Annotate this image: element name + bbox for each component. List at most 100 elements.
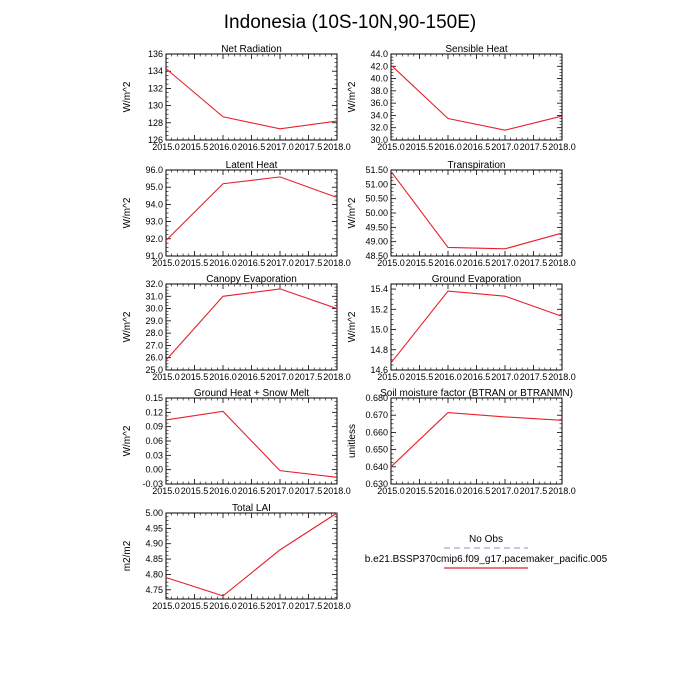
x-tick-label: 2017.5 (295, 372, 323, 382)
x-tick-label: 2016.0 (434, 372, 462, 382)
y-tick-label: 15.2 (370, 304, 388, 314)
y-tick-label: 0.640 (365, 462, 388, 472)
x-tick-label: 2018.0 (548, 142, 576, 152)
y-tick-label: 130 (148, 101, 163, 111)
series-line (165, 410, 338, 478)
x-tick-label: 2018.0 (548, 258, 576, 268)
panel-title: Ground Evaporation (432, 274, 522, 285)
panel: 2015.0 2015.5 2016.0 2016.5 2017.0 2017.5 2018… (122, 274, 351, 382)
y-tick-label: 128 (148, 118, 163, 128)
x-tick-label: 2015.5 (181, 258, 209, 268)
x-tick-label: 2016.5 (238, 372, 266, 382)
x-tick-label: 2017.5 (295, 258, 323, 268)
y-tick-label: 0.660 (365, 427, 388, 437)
y-tick-label: -0.03 (142, 479, 163, 489)
panel: 2015.0 2015.5 2016.0 2016.5 2017.0 2017.5 2018… (347, 160, 576, 268)
x-tick-label: 2017.5 (520, 258, 548, 268)
series-line (390, 171, 563, 250)
x-tick-label: 2016.0 (209, 258, 237, 268)
x-tick-label: 2016.5 (238, 258, 266, 268)
y-tick-label: 42.0 (370, 61, 388, 71)
x-tick-label: 2017.0 (266, 258, 294, 268)
y-axis-label: W/m^2 (122, 311, 133, 342)
y-tick-label: 134 (148, 66, 163, 76)
y-tick-label: 0.09 (145, 422, 163, 432)
y-axis-label: m2/m2 (122, 540, 133, 571)
x-tick-label: 2015.5 (406, 142, 434, 152)
x-tick-label: 2015.0 (152, 372, 180, 382)
y-axis-label: W/m^2 (347, 311, 358, 342)
series-line (390, 290, 563, 364)
panel-title: Latent Heat (226, 160, 278, 171)
x-tick-label: 2015.0 (377, 372, 405, 382)
y-tick-label: 0.12 (145, 407, 163, 417)
x-tick-label: 2018.0 (323, 372, 351, 382)
plot-frame (390, 53, 563, 141)
panel: 2015.0 2015.5 2016.0 2016.5 2017.0 2017.5 2018… (347, 44, 576, 152)
y-tick-label: 0.06 (145, 436, 163, 446)
y-tick-label: 14.8 (370, 345, 388, 355)
x-tick-label: 2015.0 (152, 142, 180, 152)
series-line (165, 68, 338, 130)
x-tick-label: 2016.5 (238, 142, 266, 152)
x-tick-label: 2016.0 (209, 601, 237, 611)
x-tick-label: 2016.5 (238, 601, 266, 611)
x-tick-label: 2017.0 (491, 258, 519, 268)
y-axis-label: unitless (347, 424, 358, 458)
x-tick-label: 2015.0 (377, 486, 405, 496)
x-tick-label: 2017.0 (266, 142, 294, 152)
y-tick-label: 36.0 (370, 98, 388, 108)
figure-title: Indonesia (10S-10N,90-150E) (224, 12, 476, 33)
y-tick-label: 32.0 (370, 123, 388, 133)
x-tick-label: 2015.5 (181, 601, 209, 611)
x-tick-label: 2015.0 (377, 258, 405, 268)
panel-title: Soil moisture factor (BTRAN or BTRANMN) (380, 388, 573, 399)
y-tick-label: 96.0 (145, 165, 163, 175)
series-line (390, 412, 563, 468)
x-tick-label: 2016.5 (463, 372, 491, 382)
panel-title: Net Radiation (221, 44, 282, 55)
y-tick-label: 28.0 (145, 328, 163, 338)
y-tick-label: 4.75 (145, 585, 163, 595)
y-tick-label: 40.0 (370, 74, 388, 84)
y-tick-label: 26.0 (145, 353, 163, 363)
y-tick-label: 0.15 (145, 393, 163, 403)
x-tick-label: 2015.0 (152, 258, 180, 268)
y-tick-label: 93.0 (145, 217, 163, 227)
x-tick-label: 2017.0 (491, 372, 519, 382)
y-tick-label: 0.00 (145, 465, 163, 475)
y-tick-label: 34.0 (370, 110, 388, 120)
y-tick-label: 50.50 (365, 194, 388, 204)
y-tick-label: 51.50 (365, 165, 388, 175)
x-tick-label: 2015.5 (406, 372, 434, 382)
y-tick-label: 29.0 (145, 316, 163, 326)
series-line (390, 64, 563, 131)
panel: 2015.0 2015.5 2016.0 2016.5 2017.0 2017.5 2018… (347, 274, 576, 382)
y-tick-label: 14.6 (370, 365, 388, 375)
x-tick-label: 2018.0 (323, 142, 351, 152)
x-tick-label: 2018.0 (323, 258, 351, 268)
x-tick-label: 2017.5 (295, 142, 323, 152)
panel-title: Canopy Evaporation (206, 274, 297, 285)
x-tick-label: 2016.0 (209, 142, 237, 152)
y-axis-label: W/m^2 (122, 81, 133, 112)
panel: 2015.0 2015.5 2016.0 2016.5 2017.0 2017.5 2018… (122, 44, 351, 152)
plot-frame (165, 53, 338, 141)
y-axis-label: W/m^2 (347, 197, 358, 228)
y-tick-label: 49.50 (365, 222, 388, 232)
y-axis-label: W/m^2 (122, 425, 133, 456)
x-tick-label: 2016.0 (434, 142, 462, 152)
x-tick-label: 2015.5 (406, 486, 434, 496)
x-tick-label: 2017.5 (295, 601, 323, 611)
y-axis-label: W/m^2 (347, 81, 358, 112)
y-tick-label: 95.0 (145, 182, 163, 192)
x-tick-label: 2015.5 (181, 486, 209, 496)
x-tick-label: 2017.5 (295, 486, 323, 496)
y-tick-label: 51.00 (365, 179, 388, 189)
x-tick-label: 2016.0 (434, 486, 462, 496)
y-tick-label: 31.0 (145, 291, 163, 301)
y-tick-label: 136 (148, 49, 163, 59)
plot-frame (165, 169, 338, 257)
y-tick-label: 27.0 (145, 340, 163, 350)
panel-title: Ground Heat + Snow Melt (194, 388, 310, 399)
